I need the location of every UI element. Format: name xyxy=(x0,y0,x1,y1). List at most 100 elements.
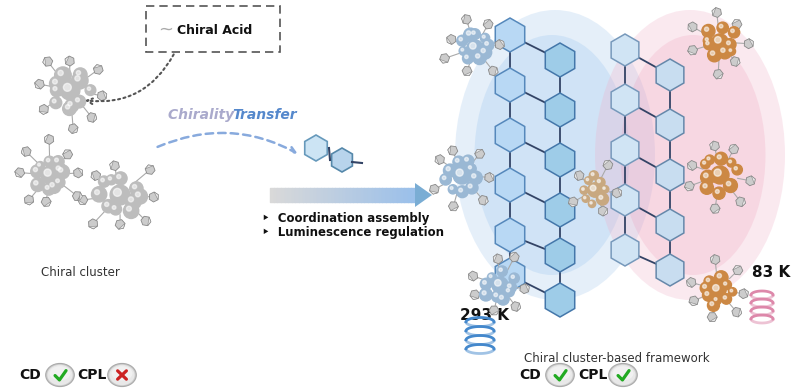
Polygon shape xyxy=(87,113,97,122)
Circle shape xyxy=(58,70,63,75)
Polygon shape xyxy=(687,161,697,170)
Polygon shape xyxy=(22,148,25,156)
Circle shape xyxy=(729,160,731,163)
Circle shape xyxy=(494,280,501,286)
Text: Chiral Acid: Chiral Acid xyxy=(178,23,253,37)
Circle shape xyxy=(721,294,731,304)
Polygon shape xyxy=(24,195,34,205)
Polygon shape xyxy=(746,176,755,186)
Circle shape xyxy=(94,190,99,194)
Polygon shape xyxy=(65,56,74,66)
Circle shape xyxy=(60,80,80,100)
Polygon shape xyxy=(546,238,574,272)
Circle shape xyxy=(708,48,722,62)
Polygon shape xyxy=(613,188,622,198)
Circle shape xyxy=(130,182,143,195)
Polygon shape xyxy=(611,134,639,166)
Circle shape xyxy=(602,186,609,193)
Polygon shape xyxy=(478,195,488,205)
Polygon shape xyxy=(736,197,746,207)
Polygon shape xyxy=(656,254,684,286)
Circle shape xyxy=(705,292,709,296)
Circle shape xyxy=(729,27,740,38)
Circle shape xyxy=(511,275,514,279)
Polygon shape xyxy=(494,254,502,264)
Circle shape xyxy=(499,295,503,299)
Polygon shape xyxy=(511,301,521,311)
Circle shape xyxy=(58,168,62,172)
Circle shape xyxy=(73,95,86,108)
Circle shape xyxy=(135,192,140,197)
Polygon shape xyxy=(710,141,719,151)
Polygon shape xyxy=(145,165,155,174)
Text: 293 K: 293 K xyxy=(459,308,509,323)
Circle shape xyxy=(723,296,726,299)
Circle shape xyxy=(55,165,70,179)
Polygon shape xyxy=(733,266,743,275)
Circle shape xyxy=(450,187,453,189)
Circle shape xyxy=(469,171,482,184)
Circle shape xyxy=(464,28,478,42)
Circle shape xyxy=(75,76,80,81)
Polygon shape xyxy=(448,146,451,154)
Polygon shape xyxy=(546,93,574,127)
Circle shape xyxy=(711,166,729,184)
Circle shape xyxy=(62,102,76,116)
Circle shape xyxy=(722,280,731,290)
Polygon shape xyxy=(546,283,574,317)
Polygon shape xyxy=(525,284,529,292)
Circle shape xyxy=(46,158,50,162)
Polygon shape xyxy=(710,141,714,149)
Circle shape xyxy=(68,102,72,106)
Polygon shape xyxy=(611,84,639,116)
Circle shape xyxy=(470,43,476,49)
Circle shape xyxy=(713,285,719,291)
Polygon shape xyxy=(712,7,722,18)
Circle shape xyxy=(114,188,122,196)
Circle shape xyxy=(719,25,723,28)
Polygon shape xyxy=(78,200,86,204)
Circle shape xyxy=(715,189,719,193)
Polygon shape xyxy=(738,308,742,317)
Polygon shape xyxy=(574,171,584,180)
Polygon shape xyxy=(62,150,73,159)
Polygon shape xyxy=(569,203,577,207)
Circle shape xyxy=(63,83,71,91)
Text: Chirality: Chirality xyxy=(168,108,239,122)
Polygon shape xyxy=(739,289,748,299)
Circle shape xyxy=(53,87,57,91)
Circle shape xyxy=(509,273,519,283)
Circle shape xyxy=(105,202,109,207)
Circle shape xyxy=(727,158,736,167)
Polygon shape xyxy=(43,57,53,66)
Circle shape xyxy=(583,196,586,199)
Circle shape xyxy=(580,186,588,194)
Polygon shape xyxy=(118,223,125,229)
Polygon shape xyxy=(462,67,472,75)
Polygon shape xyxy=(45,135,49,142)
Text: Chiral cluster-based framework: Chiral cluster-based framework xyxy=(524,352,710,364)
Circle shape xyxy=(56,179,59,182)
Polygon shape xyxy=(730,57,740,67)
Polygon shape xyxy=(469,274,474,281)
Polygon shape xyxy=(150,192,158,202)
Circle shape xyxy=(133,184,137,189)
Circle shape xyxy=(702,25,715,38)
Polygon shape xyxy=(141,216,151,226)
Ellipse shape xyxy=(621,35,766,275)
Polygon shape xyxy=(714,70,723,79)
Polygon shape xyxy=(494,254,497,262)
Polygon shape xyxy=(495,68,525,102)
Ellipse shape xyxy=(609,363,638,387)
Polygon shape xyxy=(93,114,97,122)
Polygon shape xyxy=(449,202,458,211)
Circle shape xyxy=(468,184,472,188)
Circle shape xyxy=(717,155,722,159)
Polygon shape xyxy=(68,124,78,133)
Circle shape xyxy=(42,183,55,195)
Polygon shape xyxy=(686,277,696,287)
Circle shape xyxy=(489,275,492,277)
Polygon shape xyxy=(656,159,684,191)
Circle shape xyxy=(52,156,64,168)
Polygon shape xyxy=(732,20,742,29)
